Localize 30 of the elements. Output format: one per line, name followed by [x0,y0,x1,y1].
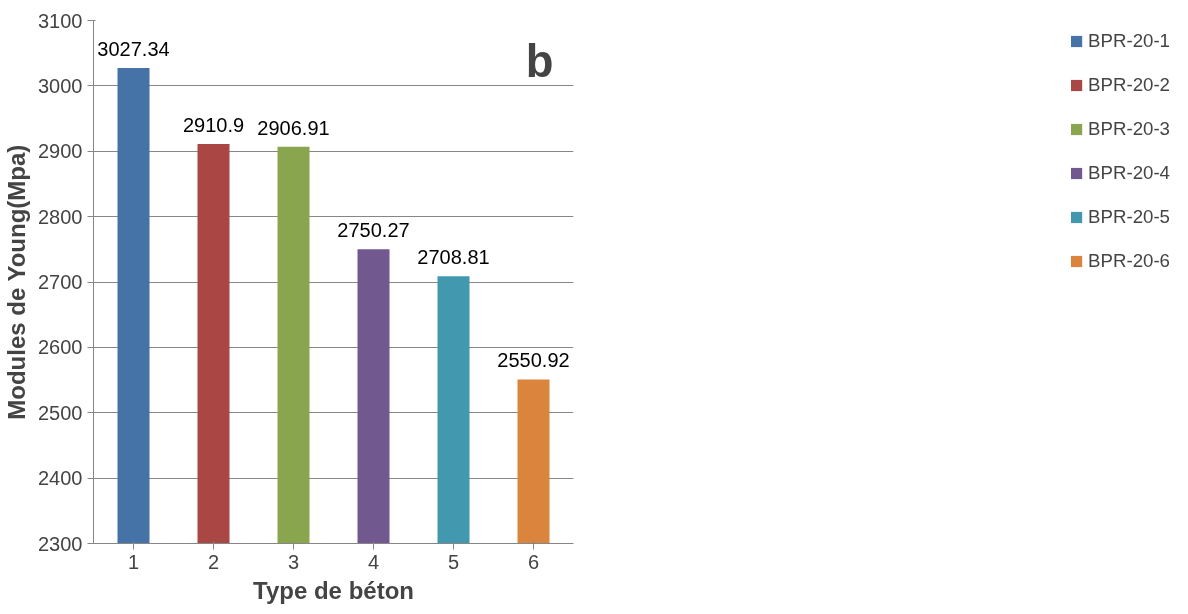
x-tick-label: 6 [527,550,540,573]
y-tick-label: 2700 [38,271,83,293]
y-tick-label: 2600 [38,336,83,359]
legend-label: BPR-20-4 [1088,162,1170,184]
legend-label: BPR-20-6 [1088,250,1170,272]
data-label: 2906.91 [257,116,330,139]
y-axis-title: Modules de Young(Mpa) [3,144,31,420]
y-tick-label: 2900 [38,140,83,163]
legend-label: BPR-20-1 [1088,30,1170,52]
y-tick-label: 2800 [38,205,83,228]
x-tick-label: 3 [287,550,300,573]
data-label: 2750.27 [337,219,410,242]
y-tick-label: 2500 [38,401,83,424]
data-label: 2708.81 [417,246,490,269]
x-tick-label: 5 [447,550,460,573]
x-axis-title: Type de béton [253,576,414,604]
data-label: 2910.9 [182,114,245,137]
legend-label: BPR-20-3 [1088,118,1170,140]
legend-label: BPR-20-2 [1088,74,1170,96]
data-label: 2550.92 [497,349,570,372]
y-tick-label: 2400 [38,467,83,490]
y-tick-label: 2300 [38,532,83,555]
chart-title: b [525,35,554,87]
y-tick-label: 3100 [38,9,83,32]
legend-label: BPR-20-5 [1088,206,1170,228]
x-tick-label: 1 [127,550,140,573]
y-tick-label: 3000 [38,74,83,97]
x-tick-label: 2 [207,550,220,573]
x-tick-label: 4 [367,550,380,573]
data-label: 3027.34 [97,38,170,60]
